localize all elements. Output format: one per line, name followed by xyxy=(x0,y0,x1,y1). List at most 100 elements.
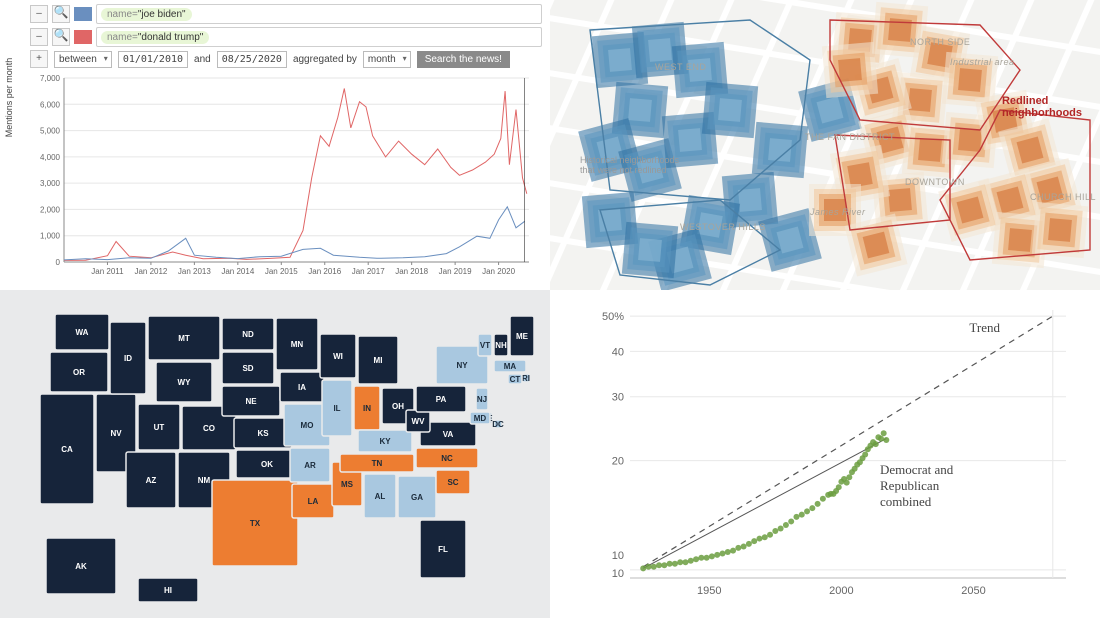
line-chart-svg: 01,0002,0003,0004,0005,0006,0007,000Jan … xyxy=(30,72,535,282)
svg-text:WEST END: WEST END xyxy=(655,62,706,72)
zoom-query-button[interactable]: 🔍 xyxy=(52,28,70,46)
svg-text:Jan 2012: Jan 2012 xyxy=(134,267,167,276)
series-swatch-2 xyxy=(74,30,92,44)
svg-text:2050: 2050 xyxy=(961,585,985,597)
svg-text:WESTOVER HILLS: WESTOVER HILLS xyxy=(680,222,766,232)
svg-text:WV: WV xyxy=(412,417,426,426)
svg-text:CA: CA xyxy=(61,445,73,454)
start-date-input[interactable]: 01/01/2010 xyxy=(118,51,188,68)
svg-text:CHURCH HILL: CHURCH HILL xyxy=(1030,192,1096,202)
svg-text:OK: OK xyxy=(261,460,273,469)
svg-text:2,000: 2,000 xyxy=(40,205,61,214)
redlining-map-svg: WEST END NORTH SIDE Industrial area THE FAN… xyxy=(550,0,1100,290)
svg-text:PA: PA xyxy=(436,395,447,404)
svg-text:IL: IL xyxy=(333,404,340,413)
search-button[interactable]: Search the news! xyxy=(417,51,510,68)
svg-text:Jan 2018: Jan 2018 xyxy=(395,267,428,276)
svg-text:Jan 2019: Jan 2019 xyxy=(439,267,472,276)
svg-text:Jan 2016: Jan 2016 xyxy=(308,267,341,276)
svg-text:10: 10 xyxy=(612,568,624,580)
svg-text:THE FAN DISTRICT: THE FAN DISTRICT xyxy=(805,132,895,142)
svg-text:NH: NH xyxy=(495,341,507,350)
svg-text:VT: VT xyxy=(480,341,490,350)
query-row-2: – 🔍 name="donald trump" xyxy=(30,27,542,47)
news-line-chart: Mentions per month 01,0002,0003,0004,000… xyxy=(30,72,535,282)
between-dropdown[interactable]: between xyxy=(54,51,112,68)
redlining-map-panel: WEST END NORTH SIDE Industrial area THE FAN… xyxy=(550,0,1100,290)
qkey2: name= xyxy=(107,32,138,43)
svg-text:20: 20 xyxy=(612,456,624,468)
svg-text:ID: ID xyxy=(124,354,132,363)
svg-text:KY: KY xyxy=(379,437,391,446)
svg-text:6,000: 6,000 xyxy=(40,100,61,109)
end-date-input[interactable]: 08/25/2020 xyxy=(217,51,287,68)
svg-text:NORTH SIDE: NORTH SIDE xyxy=(910,37,970,47)
svg-text:DC: DC xyxy=(492,420,504,429)
svg-text:FL: FL xyxy=(438,545,448,554)
svg-text:AK: AK xyxy=(75,562,87,571)
svg-text:1950: 1950 xyxy=(697,585,721,597)
svg-text:MD: MD xyxy=(474,414,487,423)
svg-text:DOWNTOWN: DOWNTOWN xyxy=(905,177,965,187)
svg-text:50%: 50% xyxy=(602,311,624,323)
svg-text:NE: NE xyxy=(245,397,257,406)
svg-text:GA: GA xyxy=(411,493,423,502)
not-redlined-callout: Historical neighborhoods that were not r… xyxy=(580,155,679,175)
svg-text:2000: 2000 xyxy=(829,585,853,597)
svg-text:NJ: NJ xyxy=(477,395,487,404)
query-input-1[interactable]: name="joe biden" xyxy=(96,4,542,24)
trend-annotation: Trend xyxy=(969,320,1000,336)
add-query-button[interactable]: + xyxy=(30,50,48,68)
svg-text:MN: MN xyxy=(291,340,304,349)
series-swatch-1 xyxy=(74,7,92,21)
svg-text:AL: AL xyxy=(375,492,386,501)
us-choropleth-panel: WAORCANVIDMTWYUTCOAZNMNDSDNEKSOKTXMNIAMO… xyxy=(0,290,550,618)
svg-text:WA: WA xyxy=(76,328,89,337)
redlined-callout: Redlined neighborhoods xyxy=(1002,95,1082,119)
us-map-svg: WAORCANVIDMTWYUTCOAZNMNDSDNEKSOKTXMNIAMO… xyxy=(0,290,550,618)
svg-text:WI: WI xyxy=(333,352,343,361)
aggregation-dropdown[interactable]: month xyxy=(363,51,411,68)
svg-text:LA: LA xyxy=(308,497,319,506)
svg-text:0: 0 xyxy=(56,258,61,267)
series-annotation: Democrat and Republican combined xyxy=(880,462,953,510)
svg-text:CO: CO xyxy=(203,424,215,433)
svg-text:NM: NM xyxy=(198,476,211,485)
remove-query-button[interactable]: – xyxy=(30,28,48,46)
svg-text:MA: MA xyxy=(504,362,517,371)
svg-text:7,000: 7,000 xyxy=(40,74,61,83)
svg-text:NV: NV xyxy=(110,429,122,438)
scatter-chart-svg: 101020304050%195020002050 xyxy=(600,302,1080,602)
zoom-query-button[interactable]: 🔍 xyxy=(52,5,70,23)
agg-label: aggregated by xyxy=(293,54,357,65)
svg-text:CT: CT xyxy=(510,375,521,384)
svg-text:OH: OH xyxy=(392,402,404,411)
qval2: "donald trump" xyxy=(138,32,203,43)
svg-text:3,000: 3,000 xyxy=(40,179,61,188)
news-frequency-panel: – 🔍 name="joe biden" – 🔍 name="donald tr… xyxy=(0,0,550,290)
qkey1: name= xyxy=(107,9,138,20)
svg-text:Industrial area: Industrial area xyxy=(950,57,1015,67)
svg-text:30: 30 xyxy=(612,392,624,404)
svg-text:ND: ND xyxy=(242,330,254,339)
qval1: "joe biden" xyxy=(138,9,186,20)
svg-text:Jan 2020: Jan 2020 xyxy=(482,267,515,276)
and-label: and xyxy=(194,54,211,65)
svg-text:MI: MI xyxy=(374,356,383,365)
remove-query-button[interactable]: – xyxy=(30,5,48,23)
svg-text:NC: NC xyxy=(441,454,453,463)
svg-text:UT: UT xyxy=(154,423,165,432)
svg-text:SC: SC xyxy=(447,478,458,487)
query-row-1: – 🔍 name="joe biden" xyxy=(30,4,542,24)
svg-text:TX: TX xyxy=(250,519,261,528)
svg-text:MS: MS xyxy=(341,480,354,489)
svg-text:Jan 2014: Jan 2014 xyxy=(221,267,254,276)
query-input-2[interactable]: name="donald trump" xyxy=(96,27,542,47)
svg-text:AR: AR xyxy=(304,461,316,470)
svg-text:ME: ME xyxy=(516,332,529,341)
svg-text:James River: James River xyxy=(809,207,866,217)
svg-text:1,000: 1,000 xyxy=(40,232,61,241)
svg-text:40: 40 xyxy=(612,346,624,358)
svg-text:VA: VA xyxy=(443,430,454,439)
svg-text:AZ: AZ xyxy=(146,476,157,485)
